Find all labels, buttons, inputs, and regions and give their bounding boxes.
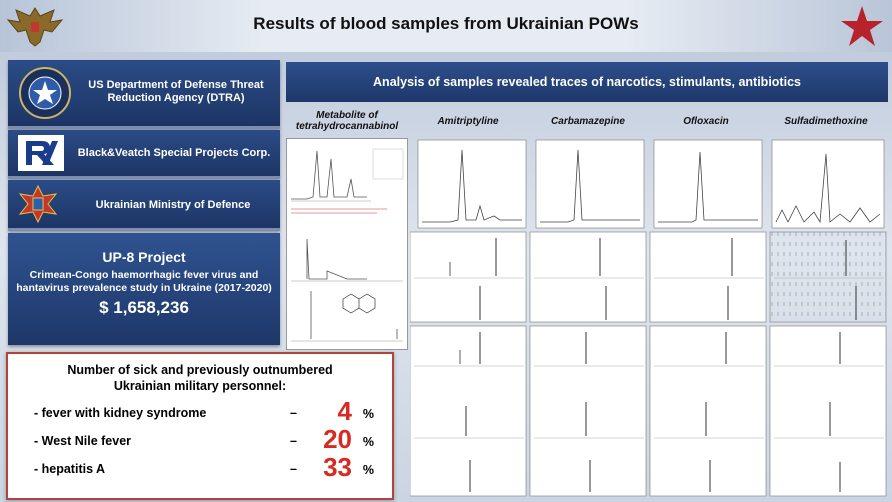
sick-row: - hepatitis A – 33 % (34, 454, 374, 480)
sick-row-label: - fever with kidney syndrome (34, 406, 207, 420)
sick-row: - West Nile fever – 20 % (34, 426, 374, 452)
spectra-column-carbamazepine (529, 139, 647, 497)
column-header-carbamazepine: Carbamazepine (551, 116, 625, 127)
sick-personnel-box: Number of sick and previously outnumbere… (6, 352, 394, 500)
sick-row-dash: – (290, 434, 297, 448)
sick-row-label: - West Nile fever (34, 434, 132, 448)
project-subtitle: Crimean-Congo haemorrhagic fever virus a… (16, 269, 272, 294)
ukraine-mod-emblem-icon (18, 184, 58, 224)
spectra-column-sulfadimethoxine (769, 139, 887, 497)
sick-heading: Number of sick and previously outnumbere… (67, 363, 333, 393)
sick-row-unit: % (362, 463, 374, 477)
sick-row-dash: – (290, 462, 297, 476)
sick-row-value: 4 (337, 396, 352, 426)
analysis-banner: Analysis of samples revealed traces of n… (286, 62, 888, 102)
page-title: Results of blood samples from Ukrainian … (253, 14, 639, 33)
project-amount: $ 1,658,236 (99, 298, 189, 317)
sick-row-value: 33 (323, 452, 352, 482)
header-bar: Results of blood samples from Ukrainian … (0, 0, 892, 52)
sick-row-value: 20 (323, 424, 352, 454)
bv-logo-icon (18, 135, 64, 171)
org-bv: Black&Veatch Special Projects Corp. (8, 130, 280, 179)
spectra-grid (410, 139, 887, 497)
thc-report-thumbnail (286, 138, 408, 350)
column-header-amitriptyline: Amitriptyline (437, 116, 499, 127)
column-header-thc: Metabolite of tetrahydrocannabinol (295, 110, 399, 132)
sick-row-unit: % (362, 407, 374, 421)
org-ukraine-mod: Ukrainian Ministry of Defence (8, 180, 280, 231)
double-headed-eagle-icon (6, 7, 64, 47)
spectra-column-ofloxacin (649, 139, 767, 497)
sick-row-unit: % (362, 435, 374, 449)
org-dtra: US Department of Defense Threat Reductio… (8, 60, 280, 129)
column-header-ofloxacin: Ofloxacin (683, 116, 729, 127)
sick-row-label: - hepatitis A (34, 462, 106, 476)
sick-row-dash: – (290, 406, 297, 420)
org-bv-label: Black&Veatch Special Projects Corp. (77, 147, 271, 159)
org-dtra-label: US Department of Defense Threat Reductio… (88, 79, 264, 104)
column-header-sulfadimethoxine: Sulfadimethoxine (784, 116, 868, 127)
thc-spectrum-graphic (291, 148, 404, 342)
sick-row: - fever with kidney syndrome – 4 % (34, 398, 374, 424)
red-star-icon (841, 6, 883, 46)
spectra-column-amitriptyline (410, 139, 527, 497)
dtra-seal-icon (19, 67, 71, 119)
project-box: UP-8 Project Crimean-Congo haemorrhagic … (8, 233, 280, 345)
project-title: UP-8 Project (102, 249, 186, 265)
org-ukraine-mod-label: Ukrainian Ministry of Defence (95, 199, 251, 211)
